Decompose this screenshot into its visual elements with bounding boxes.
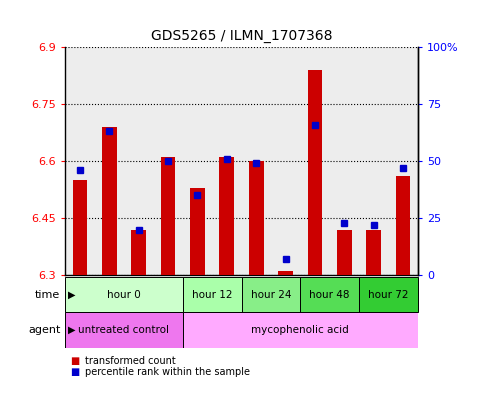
Bar [300, 277, 359, 312]
Bar [278, 271, 293, 275]
Bar [242, 277, 300, 312]
Bar [65, 277, 183, 312]
Text: time: time [35, 290, 60, 300]
Bar [396, 176, 411, 275]
Text: agent: agent [28, 325, 60, 335]
Bar [161, 157, 175, 275]
Bar [242, 47, 271, 275]
Text: hour 24: hour 24 [251, 290, 291, 300]
Bar [219, 157, 234, 275]
Bar [102, 127, 116, 275]
Text: hour 12: hour 12 [192, 290, 232, 300]
Bar [300, 47, 330, 275]
Text: hour 0: hour 0 [107, 290, 141, 300]
Bar [65, 312, 183, 348]
Title: GDS5265 / ILMN_1707368: GDS5265 / ILMN_1707368 [151, 29, 332, 43]
Text: untreated control: untreated control [78, 325, 170, 335]
Text: transformed count: transformed count [85, 356, 175, 365]
Bar [359, 277, 418, 312]
Bar [359, 47, 388, 275]
Text: ■: ■ [70, 367, 79, 377]
Bar [95, 47, 124, 275]
Text: ▶: ▶ [68, 290, 75, 300]
Bar [271, 47, 300, 275]
Bar [72, 180, 87, 275]
Bar [183, 47, 212, 275]
Bar [367, 230, 381, 275]
Bar [388, 47, 418, 275]
Bar [183, 312, 418, 348]
Bar [65, 47, 95, 275]
Bar [124, 47, 154, 275]
Bar [190, 188, 205, 275]
Text: ▶: ▶ [68, 325, 75, 335]
Bar [131, 230, 146, 275]
Bar [183, 277, 242, 312]
Bar [249, 161, 264, 275]
Bar [308, 70, 322, 275]
Text: hour 48: hour 48 [310, 290, 350, 300]
Text: percentile rank within the sample: percentile rank within the sample [85, 367, 250, 377]
Text: hour 72: hour 72 [368, 290, 409, 300]
Bar [337, 230, 352, 275]
Bar [212, 47, 242, 275]
Bar [154, 47, 183, 275]
Text: mycophenolic acid: mycophenolic acid [251, 325, 349, 335]
Text: ■: ■ [70, 356, 79, 365]
Bar [330, 47, 359, 275]
